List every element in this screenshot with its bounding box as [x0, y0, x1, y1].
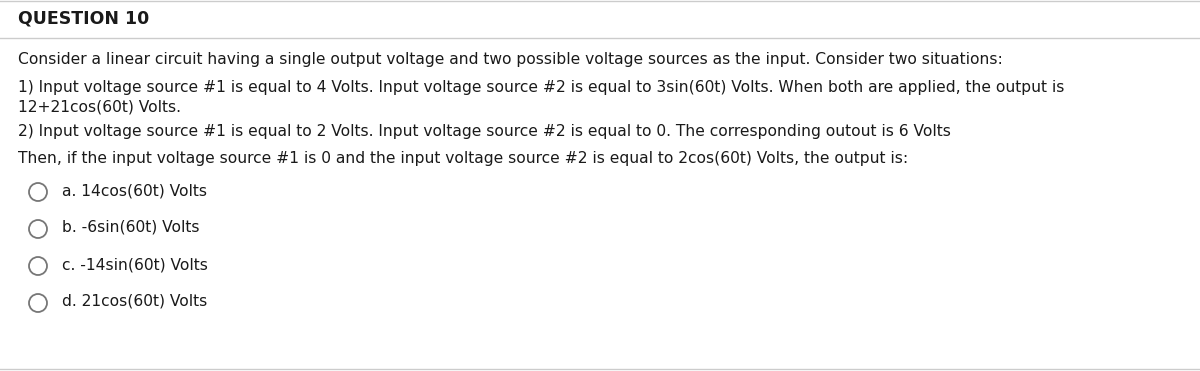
Text: 2) Input voltage source #1 is equal to 2 Volts. Input voltage source #2 is equal: 2) Input voltage source #1 is equal to 2… — [18, 124, 950, 139]
Text: QUESTION 10: QUESTION 10 — [18, 10, 149, 28]
Text: 1) Input voltage source #1 is equal to 4 Volts. Input voltage source #2 is equal: 1) Input voltage source #1 is equal to 4… — [18, 80, 1064, 95]
Text: Then, if the input voltage source #1 is 0 and the input voltage source #2 is equ: Then, if the input voltage source #1 is … — [18, 151, 908, 166]
Text: b. -6sin(60t) Volts: b. -6sin(60t) Volts — [62, 220, 199, 235]
Text: c. -14sin(60t) Volts: c. -14sin(60t) Volts — [62, 257, 208, 272]
Text: a. 14cos(60t) Volts: a. 14cos(60t) Volts — [62, 183, 208, 198]
Text: d. 21cos(60t) Volts: d. 21cos(60t) Volts — [62, 294, 208, 309]
Text: Consider a linear circuit having a single output voltage and two possible voltag: Consider a linear circuit having a singl… — [18, 52, 1003, 67]
Text: 12+21cos(60t) Volts.: 12+21cos(60t) Volts. — [18, 100, 181, 115]
